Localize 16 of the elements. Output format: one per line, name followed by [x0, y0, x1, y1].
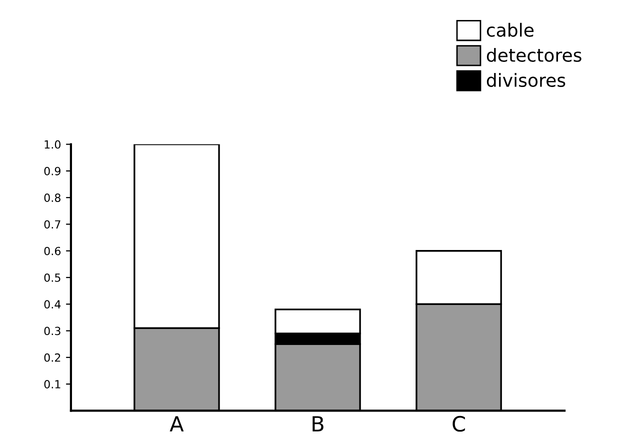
y-tick-label: 0.8 — [44, 194, 60, 202]
y-tick-label: 0.3 — [44, 326, 60, 336]
x-tick-label: A — [170, 416, 184, 432]
y-tick-label: 0.4 — [44, 300, 61, 309]
x-tick-label: C — [452, 416, 465, 432]
y-tick-label: 0.1 — [44, 380, 60, 388]
legend-label: detectores — [486, 48, 582, 62]
y-tick-label: 0.9 — [44, 166, 60, 176]
y-tick-label: 0.6 — [44, 246, 61, 256]
y-tick-label: 1.0 — [44, 140, 60, 149]
legend-label: cable — [486, 22, 534, 37]
y-tick-label: 0.2 — [44, 353, 60, 362]
legend-label: divisores — [486, 73, 566, 88]
y-tick-label: 0.5 — [44, 273, 60, 282]
x-tick-label: B — [312, 416, 324, 432]
y-tick-label: 0.7 — [44, 220, 60, 229]
